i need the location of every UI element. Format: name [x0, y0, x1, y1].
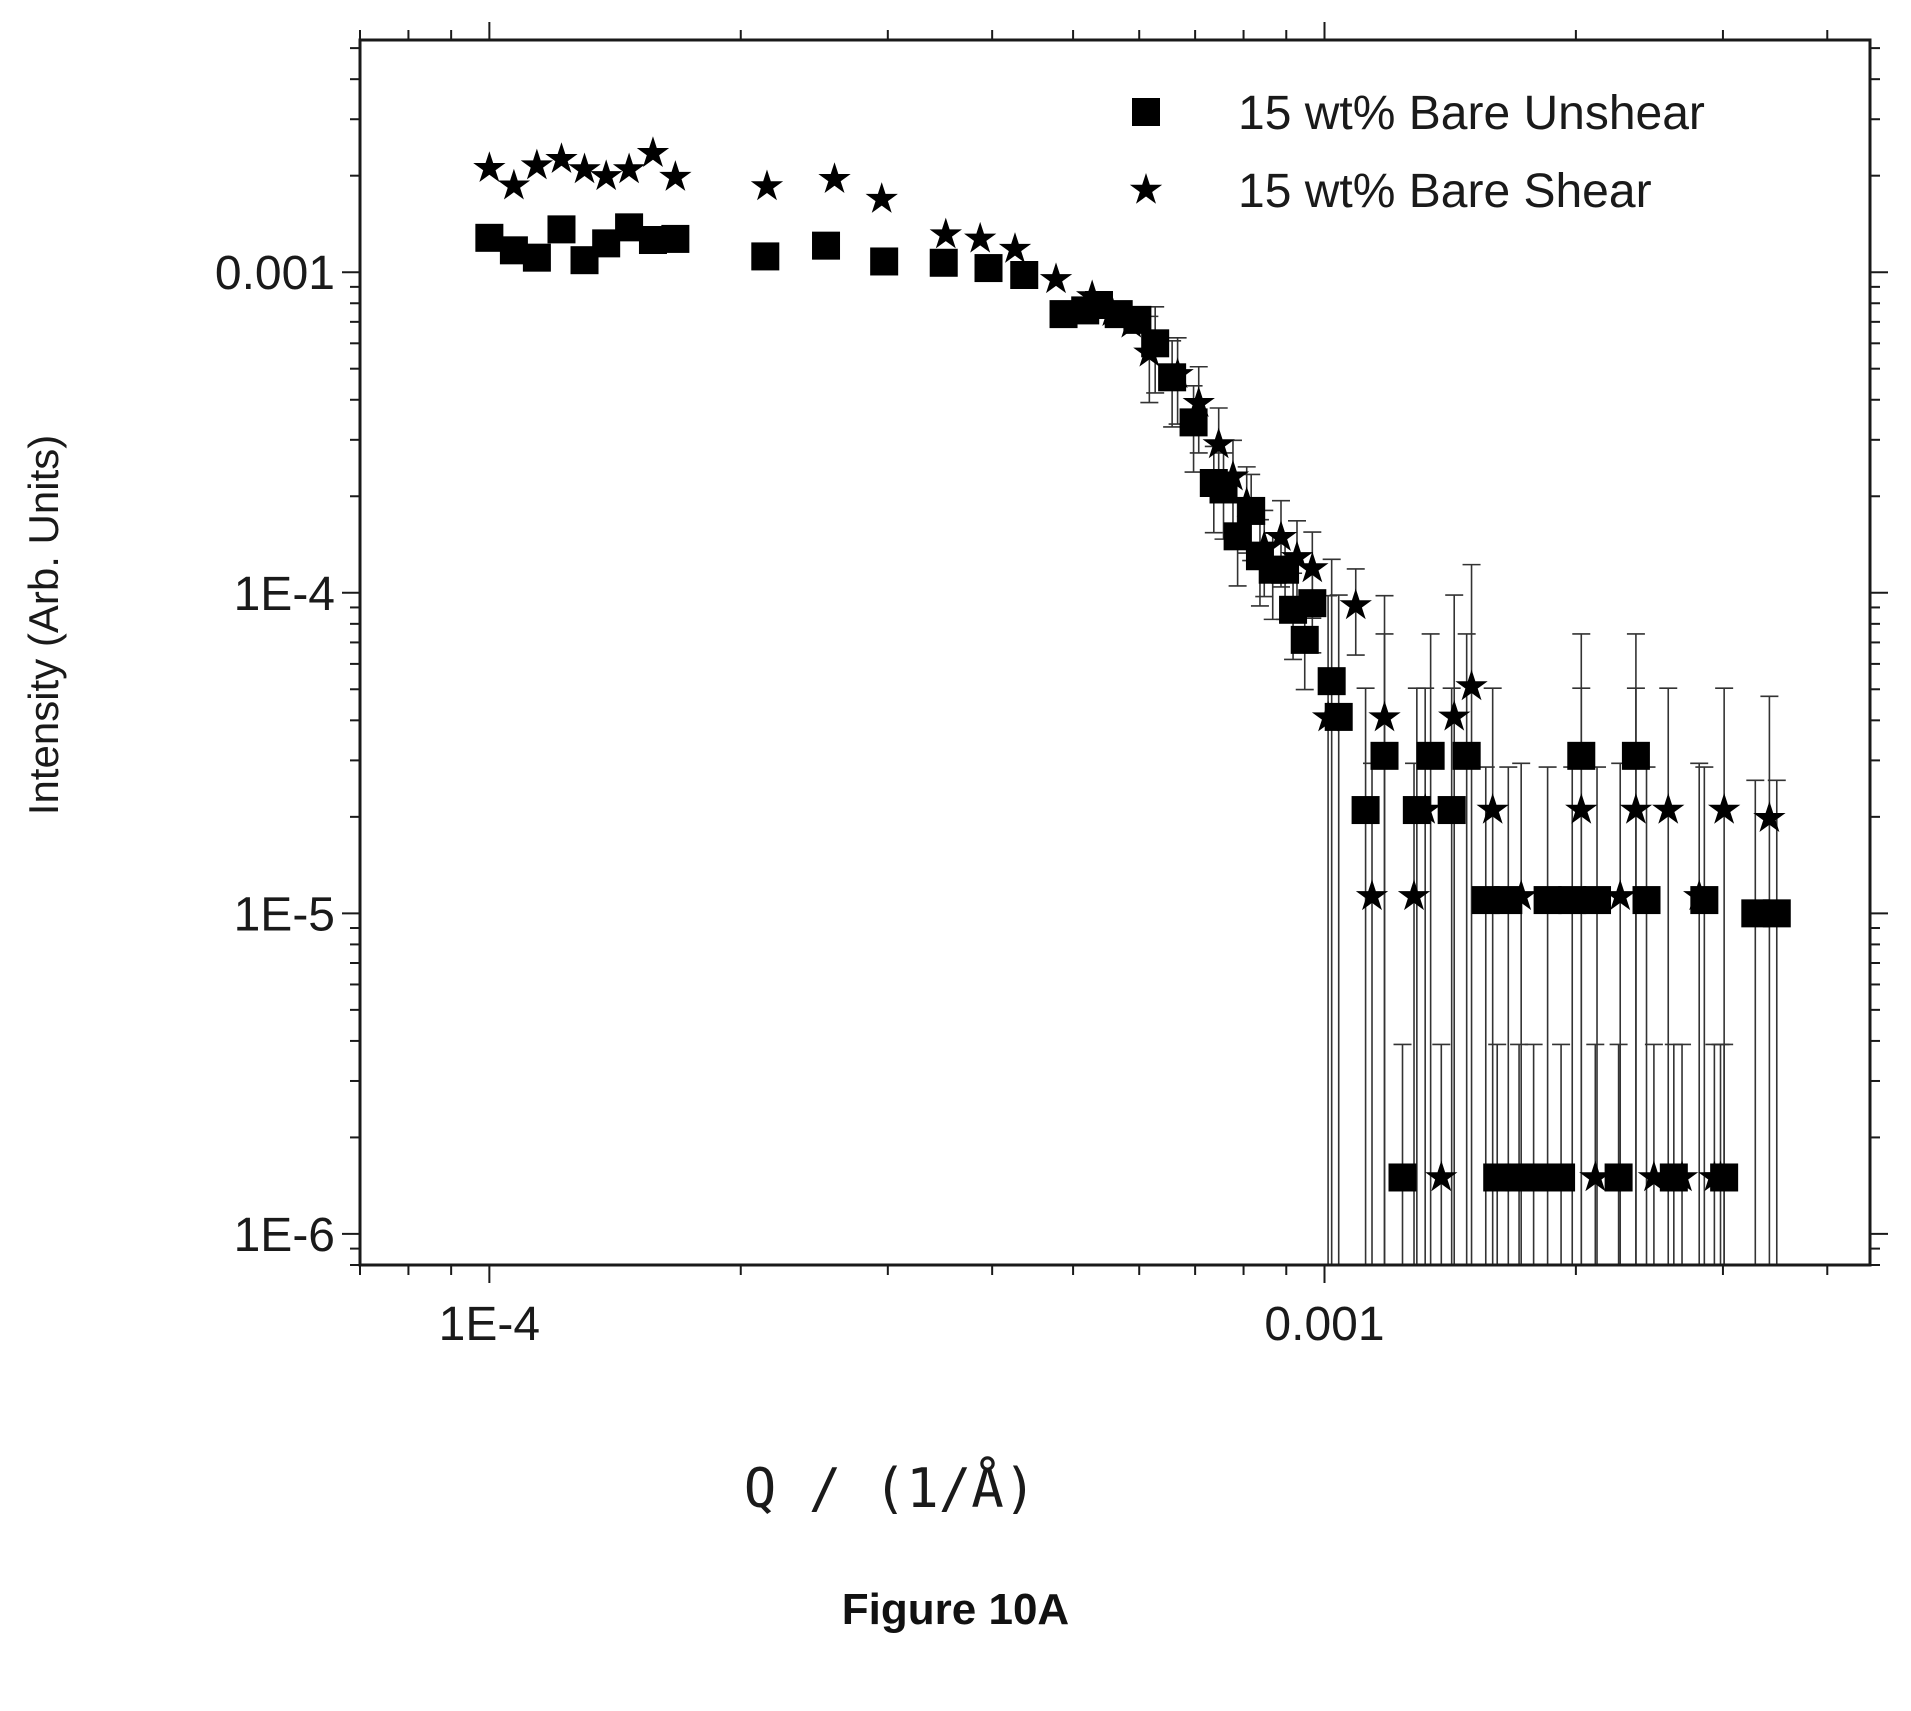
data-point-square	[1370, 741, 1399, 770]
data-point-star	[929, 217, 962, 249]
legend: 15 wt% Bare Unshear 15 wt% Bare Shear	[1129, 87, 1705, 218]
data-point-square	[1583, 886, 1612, 915]
data-point-square	[1567, 741, 1596, 770]
data-point-square	[1519, 1163, 1548, 1192]
legend-label: 15 wt% Bare Unshear	[1238, 87, 1705, 140]
axis-ticks	[342, 22, 1888, 1283]
data-point-square	[870, 247, 899, 276]
data-point-square	[522, 243, 551, 272]
data-point-star	[964, 221, 997, 253]
data-point-square	[751, 242, 780, 271]
data-point-square	[1762, 899, 1791, 928]
x-tick-label: 0.001	[1264, 1298, 1384, 1351]
data-series	[473, 136, 1791, 1192]
data-point-square	[1621, 741, 1650, 770]
data-point-star	[865, 182, 898, 213]
data-point-square	[1317, 667, 1346, 696]
x-tick-label: 1E-4	[439, 1298, 540, 1351]
data-point-square	[812, 231, 841, 260]
y-tick-label: 1E-5	[234, 888, 335, 941]
data-point-square	[1351, 796, 1380, 825]
legend-square-marker	[1132, 98, 1160, 126]
y-tick-label: 1E-6	[234, 1209, 335, 1262]
data-point-star	[545, 142, 578, 174]
data-point-square	[1632, 886, 1661, 915]
data-point-star	[818, 162, 851, 193]
data-point-square	[1452, 741, 1481, 770]
series-shear	[473, 136, 1786, 1192]
data-point-square	[1010, 261, 1039, 290]
x-axis-label: Q / (1/Å)	[744, 1456, 1037, 1520]
legend-label: 15 wt% Bare Shear	[1238, 165, 1652, 218]
data-point-star	[473, 151, 506, 182]
data-point-star	[520, 148, 554, 180]
data-point-square	[1533, 886, 1562, 915]
y-tick-label: 1E-4	[234, 568, 335, 621]
data-point-star	[1039, 262, 1073, 294]
plot-frame	[358, 38, 1872, 1267]
data-point-star	[659, 160, 692, 191]
data-point-square	[1290, 625, 1319, 654]
data-point-square	[1388, 1163, 1417, 1192]
tick-labels: 1E-4 0.001 0.001 1E-4 1E-5 1E-6	[215, 247, 1385, 1351]
data-point-star	[998, 232, 1032, 263]
data-point-square	[1558, 886, 1587, 915]
data-point-star	[636, 136, 670, 167]
data-point-star	[612, 152, 646, 184]
data-point-square	[475, 223, 504, 252]
data-point-square	[1604, 1163, 1633, 1192]
y-tick-label: 0.001	[215, 247, 335, 300]
data-point-square	[547, 215, 576, 244]
data-point-square	[1547, 1163, 1576, 1192]
data-point-star	[497, 168, 531, 200]
data-point-square	[929, 248, 958, 277]
legend-star-marker	[1129, 173, 1163, 204]
error-bars	[1140, 305, 1786, 1265]
data-point-square	[1437, 796, 1466, 825]
y-axis-label: Intensity (Arb. Units)	[20, 435, 67, 815]
data-point-square	[974, 254, 1003, 283]
data-point-square	[615, 213, 644, 242]
figure-caption: Figure 10A	[841, 1585, 1070, 1634]
data-point-star	[590, 159, 623, 191]
data-point-square	[1298, 589, 1327, 618]
data-point-star	[750, 169, 784, 201]
data-point-square	[661, 224, 690, 253]
data-point-square	[1416, 741, 1445, 770]
